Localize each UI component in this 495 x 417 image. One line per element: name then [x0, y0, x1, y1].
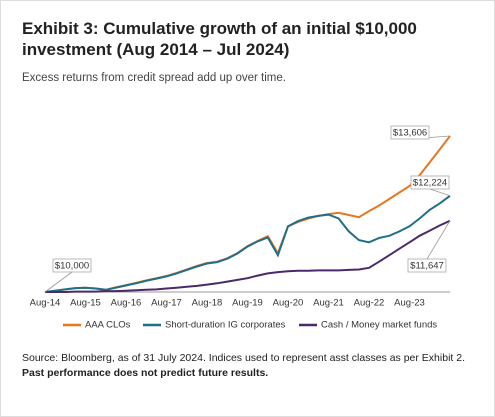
- series-line: [44, 194, 451, 293]
- callout-box: [52, 258, 92, 273]
- legend-label: Cash / Money market funds: [321, 320, 437, 331]
- callout-label: $12,224: [413, 178, 447, 189]
- source-bold: Past performance does not predict future…: [22, 367, 269, 379]
- source-note: Source: Bloomberg, as of 31 July 2024. I…: [22, 351, 477, 381]
- series-line: [45, 219, 451, 293]
- x-tick-label: Aug-15: [70, 298, 101, 309]
- chart: Aug-14 Aug-15 Aug-16 Aug-17 Aug-18 Aug-19 Aug-…: [30, 125, 451, 331]
- series-line: [44, 135, 451, 293]
- x-tick-label: Aug-17: [151, 298, 182, 309]
- callout-leader: [429, 188, 451, 197]
- callout-label: $13,606: [393, 128, 427, 139]
- chart-subtitle: Excess returns from credit spread add up…: [22, 72, 286, 84]
- source-text: Source: Bloomberg, as of 31 July 2024. I…: [22, 352, 465, 364]
- x-tick-label: Aug-16: [111, 298, 142, 309]
- x-tick-label: Aug-23: [394, 298, 425, 309]
- x-tick-label: Aug-21: [313, 298, 344, 309]
- callout-leader: [44, 271, 73, 293]
- callout-box: [410, 175, 450, 190]
- x-tick-label: Aug-19: [232, 298, 263, 309]
- legend-label: Short-duration IG corporates: [165, 320, 286, 331]
- callout-box: [390, 125, 430, 140]
- x-tick-label: Aug-14: [30, 298, 61, 309]
- chart-title: Exhibit 3: Cumulative growth of an initi…: [22, 19, 417, 59]
- callout-label: $10,000: [55, 261, 89, 272]
- callout-label: $11,647: [410, 261, 444, 272]
- x-tick-label: Aug-18: [192, 298, 223, 309]
- x-tick-label: Aug-22: [354, 298, 385, 309]
- callout-leader: [426, 220, 451, 260]
- legend-label: AAA CLOs: [85, 320, 131, 331]
- callout-box: [407, 258, 447, 273]
- x-tick-label: Aug-20: [273, 298, 304, 309]
